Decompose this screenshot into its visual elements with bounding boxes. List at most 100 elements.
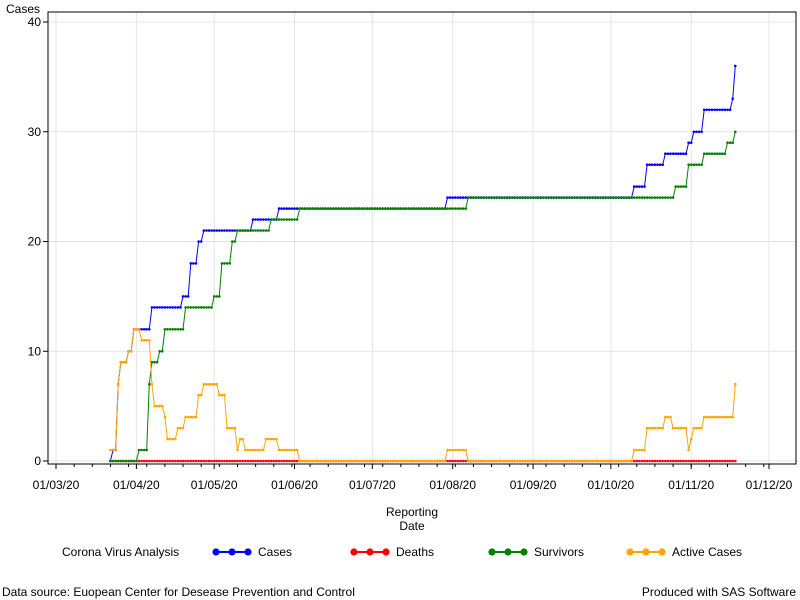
data-point: [189, 306, 193, 309]
legend-marker: [504, 548, 512, 556]
data-point: [249, 229, 252, 232]
data-point: [363, 459, 366, 463]
data-point: [653, 426, 657, 430]
data-point: [640, 448, 644, 452]
data-point: [402, 459, 405, 463]
data-point: [285, 218, 289, 221]
data-point: [163, 306, 167, 309]
data-point: [368, 459, 372, 463]
data-point: [443, 207, 447, 210]
data-point: [158, 459, 161, 463]
data-point: [651, 459, 654, 463]
data-point: [396, 207, 400, 210]
data-point: [223, 262, 226, 265]
data-point: [684, 426, 688, 430]
data-point: [171, 459, 174, 463]
data-point: [604, 459, 607, 463]
data-point: [526, 196, 530, 199]
data-point: [402, 207, 405, 210]
x-tick-label: 01/03/20: [33, 478, 80, 492]
data-point: [684, 152, 688, 155]
data-point: [342, 459, 346, 463]
data-point: [661, 426, 664, 430]
data-point: [350, 207, 353, 210]
data-point: [280, 207, 283, 210]
data-point: [342, 207, 346, 210]
data-point: [381, 207, 385, 210]
data-point: [163, 459, 167, 463]
data-point: [285, 207, 289, 210]
data-point: [653, 163, 657, 166]
data-point: [651, 163, 654, 166]
data-point: [666, 459, 670, 463]
data-point: [116, 382, 120, 386]
data-point: [135, 328, 138, 331]
data-point: [534, 459, 537, 463]
legend-marker: [488, 548, 496, 556]
data-point: [308, 207, 312, 210]
data-point: [461, 448, 465, 452]
data-point: [267, 459, 270, 463]
x-tick-label: 01/04/20: [113, 478, 160, 492]
data-point: [518, 196, 522, 199]
data-point: [148, 459, 151, 463]
x-tick-label: 01/05/20: [191, 478, 238, 492]
data-point: [231, 426, 234, 430]
data-point: [464, 459, 468, 463]
data-point: [275, 218, 278, 221]
data-point: [168, 459, 172, 463]
data-point: [645, 459, 649, 463]
data-point: [562, 459, 566, 463]
data-point: [166, 328, 169, 331]
data-point: [407, 459, 410, 463]
data-point: [422, 459, 426, 463]
data-point: [661, 459, 664, 463]
data-point: [708, 459, 711, 463]
data-point: [583, 196, 587, 199]
data-point: [262, 459, 265, 463]
data-point: [651, 426, 654, 430]
data-point: [192, 306, 195, 309]
data-point: [656, 163, 659, 166]
data-point: [378, 207, 382, 210]
data-point: [365, 459, 369, 463]
data-point: [544, 459, 548, 463]
data-point: [145, 459, 148, 463]
data-point: [454, 196, 457, 199]
data-point: [700, 426, 703, 430]
data-point: [666, 196, 670, 199]
data-point: [713, 152, 716, 155]
data-point: [708, 152, 711, 155]
data-point: [643, 185, 646, 188]
data-point: [324, 207, 327, 210]
data-point: [264, 459, 268, 463]
data-point: [721, 108, 724, 112]
data-point: [282, 207, 286, 210]
data-point: [181, 426, 185, 430]
footnote-left: Data source: Euopean Center for Desease …: [2, 585, 355, 599]
data-point: [334, 207, 338, 210]
data-point: [228, 459, 231, 463]
data-point: [721, 415, 724, 419]
data-point: [679, 185, 683, 188]
data-point: [212, 459, 216, 463]
data-point: [466, 459, 470, 463]
data-point: [337, 459, 340, 463]
data-point: [682, 152, 685, 155]
legend-label: Active Cases: [672, 545, 742, 559]
data-point: [176, 426, 180, 430]
data-point: [687, 448, 690, 452]
data-point: [192, 415, 195, 419]
data-point: [721, 152, 724, 155]
data-point: [127, 350, 130, 353]
data-point: [702, 415, 706, 419]
data-point: [490, 196, 493, 199]
data-point: [324, 459, 327, 463]
data-point: [171, 306, 174, 309]
data-point: [150, 306, 154, 309]
data-point: [215, 295, 218, 298]
data-point: [332, 207, 335, 210]
data-point: [664, 152, 667, 155]
data-point: [303, 207, 307, 210]
